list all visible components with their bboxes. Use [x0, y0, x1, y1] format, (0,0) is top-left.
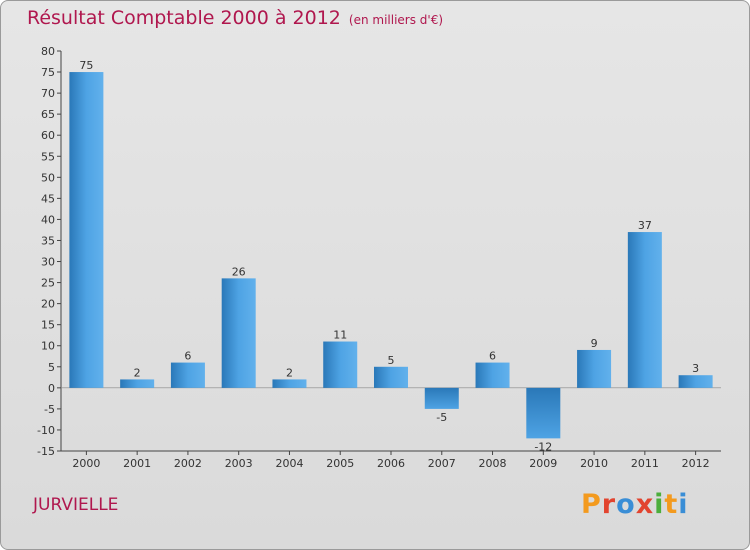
bar [424, 387, 459, 409]
y-tick-label: 65 [41, 108, 55, 121]
data-label: 2 [286, 366, 293, 379]
y-tick-label: 30 [41, 256, 55, 269]
title-text: Résultat Comptable 2000 à 2012 [27, 7, 341, 29]
data-label: 5 [388, 354, 395, 367]
data-label: -12 [534, 440, 552, 453]
y-tick-label: 60 [41, 129, 55, 142]
y-tick-label: 70 [41, 87, 55, 100]
data-label: 9 [591, 337, 598, 350]
bar [69, 72, 104, 388]
y-tick-label: 15 [41, 319, 55, 332]
data-label: 3 [692, 362, 699, 375]
y-tick-label: 75 [41, 66, 55, 79]
data-label: 75 [79, 59, 93, 72]
x-tick-label: 2011 [631, 457, 659, 470]
y-tick-label: 50 [41, 171, 55, 184]
y-tick-label: 10 [41, 340, 55, 353]
logo-letter: x [635, 489, 655, 520]
x-tick-label: 2010 [580, 457, 608, 470]
logo-letter: i [654, 489, 665, 520]
logo-letter: o [616, 489, 636, 520]
y-tick-label: 5 [48, 361, 55, 374]
x-tick-label: 2004 [275, 457, 303, 470]
bar [627, 232, 662, 388]
bar [678, 375, 713, 388]
y-tick-label: 25 [41, 277, 55, 290]
bar [577, 349, 612, 388]
x-tick-label: 2001 [123, 457, 151, 470]
x-tick-label: 2000 [72, 457, 100, 470]
chart-title: Résultat Comptable 2000 à 2012 (en millie… [27, 7, 443, 29]
bar [475, 362, 510, 388]
y-tick-label: 40 [41, 213, 55, 226]
proxiti-logo: Proxiti [581, 489, 689, 520]
y-tick-label: -15 [37, 445, 55, 458]
logo-letter: t [664, 489, 679, 520]
y-tick-label: 35 [41, 234, 55, 247]
bar [272, 379, 307, 388]
bar [221, 278, 256, 388]
bar [374, 366, 408, 388]
data-label: -5 [436, 411, 447, 424]
logo-letter: i [678, 489, 689, 520]
x-tick-label: 2006 [377, 457, 405, 470]
y-tick-label: -10 [37, 424, 55, 437]
data-label: 6 [184, 350, 191, 363]
commune-name: JURVIELLE [33, 495, 119, 515]
bar [323, 341, 358, 388]
chart-subtitle: (en milliers d'€) [348, 13, 444, 27]
x-tick-label: 2009 [529, 457, 557, 470]
y-tick-label: 55 [41, 150, 55, 163]
logo-letter: P [581, 489, 602, 520]
data-label: 2 [134, 366, 141, 379]
x-tick-label: 2008 [479, 457, 507, 470]
data-label: 6 [489, 350, 496, 363]
bar [170, 362, 205, 388]
x-tick-label: 2012 [682, 457, 710, 470]
x-tick-label: 2003 [225, 457, 253, 470]
y-tick-label: -5 [44, 403, 55, 416]
data-label: 37 [638, 219, 652, 232]
bar [120, 379, 155, 388]
bar [526, 387, 561, 439]
logo-letter: r [601, 489, 617, 520]
y-tick-label: 80 [41, 45, 55, 58]
x-tick-label: 2002 [174, 457, 202, 470]
x-tick-label: 2005 [326, 457, 354, 470]
data-label: 26 [232, 265, 246, 278]
y-tick-label: 45 [41, 192, 55, 205]
data-label: 11 [333, 329, 347, 342]
x-tick-label: 2007 [428, 457, 456, 470]
y-tick-label: 0 [48, 382, 55, 395]
y-tick-label: 20 [41, 298, 55, 311]
